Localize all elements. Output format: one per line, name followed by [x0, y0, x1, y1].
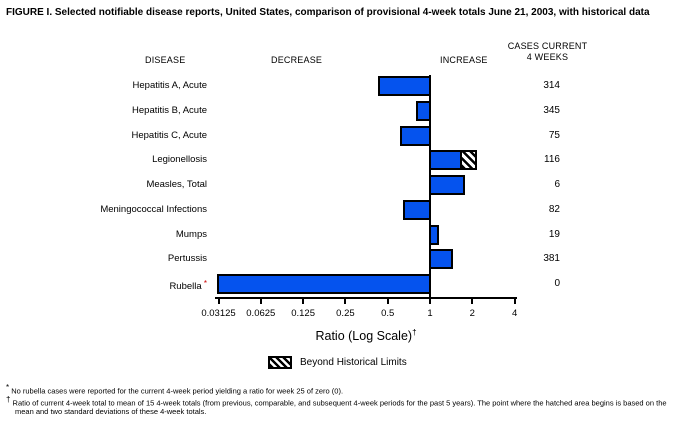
cases-value: 6: [554, 179, 560, 190]
bar: [402, 199, 431, 220]
disease-label: Mumps: [175, 228, 207, 240]
axis-tick: [302, 297, 305, 304]
column-header-decrease: DECREASE: [271, 55, 323, 65]
column-header-increase: INCREASE: [440, 55, 488, 65]
bar: [429, 224, 439, 245]
disease-label: Pertussis: [167, 253, 207, 265]
tick-label: 2: [469, 308, 475, 319]
cases-value: 75: [548, 129, 560, 141]
footnotes: * No rubella cases were reported for the…: [6, 383, 686, 417]
axis-tick: [217, 297, 220, 304]
cases-value: 82: [548, 203, 560, 215]
cases-value: 345: [543, 104, 560, 116]
disease-label: Rubella *: [169, 279, 207, 292]
bar: [416, 100, 431, 121]
tick-label: 0.125: [291, 308, 315, 319]
axis-tick: [386, 297, 389, 304]
legend-label: Beyond Historical Limits: [300, 357, 407, 368]
column-header-cases-line1: CASES CURRENT: [507, 41, 588, 51]
axis-tick: [471, 297, 474, 304]
footnote-rubella: * No rubella cases were reported for the…: [6, 383, 686, 396]
x-axis-title-dagger: †: [412, 328, 417, 337]
column-header-cases-line2: 4 WEEKS: [526, 52, 569, 62]
column-header-disease: DISEASE: [145, 55, 186, 65]
cases-value: 116: [544, 154, 560, 166]
bar: [217, 274, 431, 294]
bar: [429, 175, 466, 195]
rubella-asterisk-marker: *: [201, 279, 207, 288]
x-axis-line: [215, 297, 517, 299]
x-axis-title: Ratio (Log Scale)†: [215, 328, 517, 343]
footnote-marker-asterisk: *: [6, 383, 10, 392]
disease-label: Hepatitis C, Acute: [131, 129, 207, 141]
x-axis-title-text: Ratio (Log Scale): [315, 329, 413, 344]
tick-label: 0.5: [381, 308, 395, 319]
axis-tick: [344, 297, 347, 304]
footnote-rubella-text: No rubella cases were reported for the c…: [11, 386, 344, 396]
footnote-ratio-text: Ratio of current 4-week total to mean of…: [12, 398, 667, 417]
disease-label: Hepatitis B, Acute: [132, 104, 207, 116]
figure-title: FIGURE I. Selected notifiable disease re…: [6, 7, 650, 18]
bar: [429, 150, 477, 171]
bar: [399, 125, 431, 146]
tick-label: 0.03125: [201, 308, 236, 319]
disease-label: Measles, Total: [146, 179, 207, 190]
disease-label: Hepatitis A, Acute: [132, 80, 207, 91]
tick-label: 4: [511, 308, 518, 319]
disease-label: Legionellosis: [152, 154, 207, 166]
footnote-marker-dagger: †: [6, 395, 11, 405]
legend: Beyond Historical Limits: [268, 356, 407, 369]
cases-value: 19: [548, 228, 560, 240]
axis-tick: [429, 297, 431, 304]
footnote-ratio: † Ratio of current 4-week total to mean …: [6, 395, 686, 417]
tick-label: 0.25: [336, 308, 355, 319]
beyond-historical-limits-hatch: [460, 152, 475, 169]
bar: [378, 76, 431, 96]
bar: [429, 249, 453, 270]
tick-label: 0.0625: [246, 308, 276, 319]
cases-value: 0: [554, 278, 560, 289]
column-header-cases: CASES CURRENT 4 WEEKS: [500, 41, 595, 63]
tick-label: 1: [427, 308, 433, 319]
cases-value: 381: [543, 253, 560, 265]
cases-value: 314: [543, 80, 560, 91]
axis-tick: [259, 297, 262, 304]
legend-hatch-swatch: [268, 356, 292, 369]
axis-tick: [513, 297, 516, 304]
disease-label: Meningococcal Infections: [100, 203, 207, 215]
